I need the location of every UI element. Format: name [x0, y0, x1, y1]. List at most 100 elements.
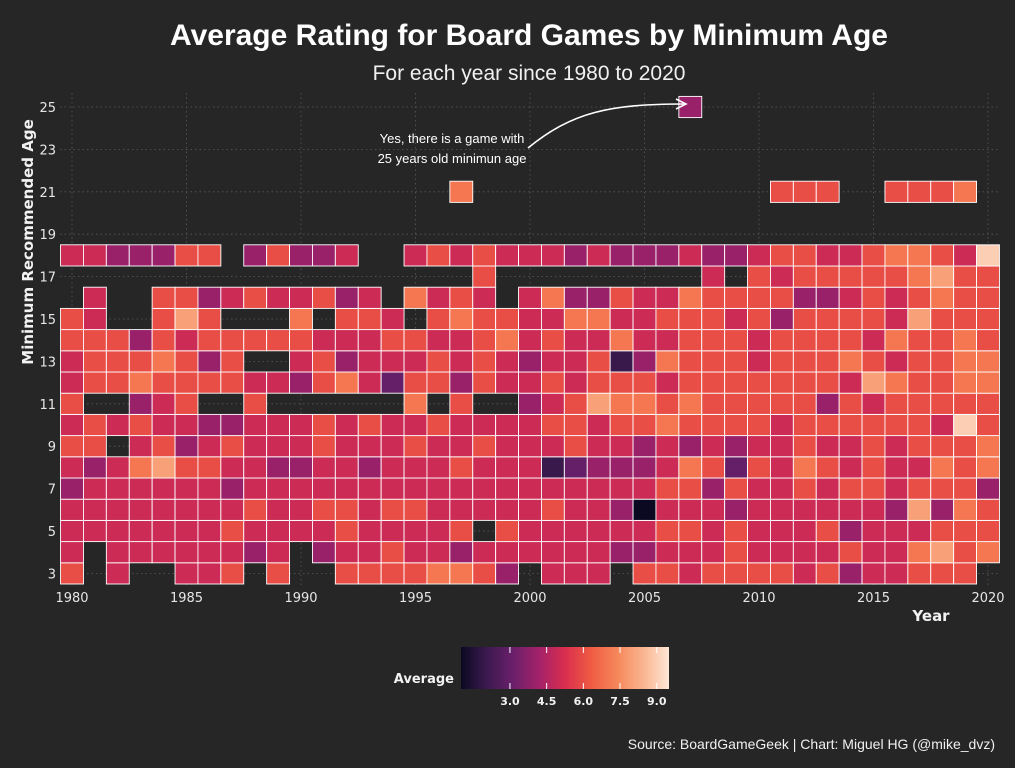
heatmap-cell	[701, 244, 726, 267]
heatmap-cell	[82, 413, 107, 437]
heatmap-cell	[609, 413, 634, 437]
heatmap-cell	[426, 329, 451, 352]
heatmap-cell	[289, 286, 313, 309]
heatmap-cell	[930, 286, 955, 309]
heatmap-cell	[884, 180, 909, 203]
heatmap-cell	[266, 435, 290, 458]
heatmap-cell	[541, 413, 565, 437]
heatmap-cell	[174, 307, 199, 331]
heatmap-cell	[128, 541, 153, 564]
heatmap-cell	[243, 435, 268, 458]
heatmap-cell	[632, 541, 657, 564]
heatmap-cell	[312, 477, 336, 500]
heatmap-cell	[357, 413, 382, 437]
heatmap-cell	[60, 519, 84, 543]
heatmap-cell	[60, 498, 84, 521]
heatmap-cell	[701, 307, 726, 331]
heatmap-cell	[151, 329, 176, 352]
heatmap-cell	[563, 541, 588, 564]
heatmap-cell	[747, 498, 771, 521]
heatmap-cell	[953, 392, 978, 415]
heatmap-cell	[770, 307, 794, 331]
color-legend: Average 3.0 4.5 6.0 7.5 9.0	[394, 647, 669, 708]
heatmap-cell	[861, 498, 886, 521]
heatmap-cell	[151, 477, 176, 500]
heatmap-cell	[518, 456, 542, 479]
heatmap-cell	[884, 265, 909, 288]
heatmap-cell	[976, 329, 1000, 352]
heatmap-cell	[174, 456, 199, 479]
heatmap-cell	[334, 519, 359, 543]
heatmap-cell	[724, 435, 749, 458]
heatmap-cell	[953, 329, 978, 352]
heatmap-cell	[609, 286, 634, 309]
heatmap-cell	[334, 456, 359, 479]
heatmap-cell	[815, 180, 840, 203]
x-axis-ticks: 1980 1985 1990 1995 2000 2005 2010 2015 2020	[55, 591, 1004, 606]
y-tick-label: 9	[48, 440, 56, 455]
heatmap-cell	[312, 541, 336, 564]
heatmap-cell	[770, 265, 794, 288]
heatmap-cell	[770, 498, 794, 521]
y-axis-ticks: 3 5 7 9 11 13 15 17 19 21 23 25	[39, 101, 56, 582]
heatmap-cell	[884, 435, 909, 458]
heatmap-cell	[197, 562, 222, 585]
heatmap-cell	[105, 477, 130, 500]
heatmap-cell	[312, 498, 336, 521]
heatmap-cell	[907, 180, 932, 203]
heatmap-cell	[197, 456, 222, 479]
heatmap-cell	[632, 562, 657, 585]
heatmap-cell	[151, 413, 176, 437]
heatmap-cell	[953, 477, 978, 500]
heatmap-cell	[815, 562, 840, 585]
heatmap-cell	[792, 392, 817, 415]
heatmap-cell	[334, 498, 359, 521]
heatmap-cell	[586, 541, 611, 564]
heatmap-cell	[792, 413, 817, 437]
heatmap-cell	[174, 286, 199, 309]
y-tick-label: 13	[39, 355, 56, 370]
heatmap-cell	[449, 329, 474, 352]
heatmap-cell	[60, 350, 84, 373]
heatmap-cell	[861, 413, 886, 437]
heatmap-cell	[518, 329, 542, 352]
heatmap-cell	[60, 371, 84, 394]
heatmap-cell	[472, 498, 497, 521]
x-tick-label: 2010	[742, 591, 775, 606]
heatmap-cell	[495, 477, 519, 500]
heatmap-cell	[105, 244, 130, 267]
heatmap-cell	[770, 435, 794, 458]
heatmap-cell	[174, 350, 199, 373]
heatmap-cell	[472, 244, 497, 267]
heatmap-cell	[747, 562, 771, 585]
heatmap-cell	[563, 435, 588, 458]
heatmap-cell	[701, 392, 726, 415]
heatmap-cell	[586, 392, 611, 415]
heatmap-cell	[655, 286, 680, 309]
heatmap-cell	[518, 498, 542, 521]
heatmap-cell	[243, 286, 268, 309]
heatmap-cell	[747, 456, 771, 479]
heatmap-cell	[655, 562, 680, 585]
heatmap-cell	[518, 350, 542, 373]
heatmap-cell	[701, 562, 726, 585]
heatmap-cell	[220, 562, 245, 585]
heatmap-cell	[861, 286, 886, 309]
heatmap-cell	[815, 498, 840, 521]
heatmap-cell	[151, 456, 176, 479]
heatmap-cell	[861, 265, 886, 288]
heatmap-cell	[541, 519, 565, 543]
heatmap-cell	[60, 456, 84, 479]
heatmap-cell	[953, 180, 978, 203]
heatmap-cell	[518, 435, 542, 458]
heatmap-cell	[380, 477, 405, 500]
heatmap-cell	[449, 392, 474, 415]
colorbar-ticks: 3.0 4.5 6.0 7.5 9.0	[500, 647, 667, 708]
heatmap-cell	[632, 435, 657, 458]
heatmap-cell	[426, 541, 451, 564]
heatmap-cell	[266, 477, 290, 500]
heatmap-cell	[472, 562, 497, 585]
heatmap-cell	[724, 329, 749, 352]
heatmap-cell	[861, 244, 886, 267]
heatmap-cell	[884, 413, 909, 437]
